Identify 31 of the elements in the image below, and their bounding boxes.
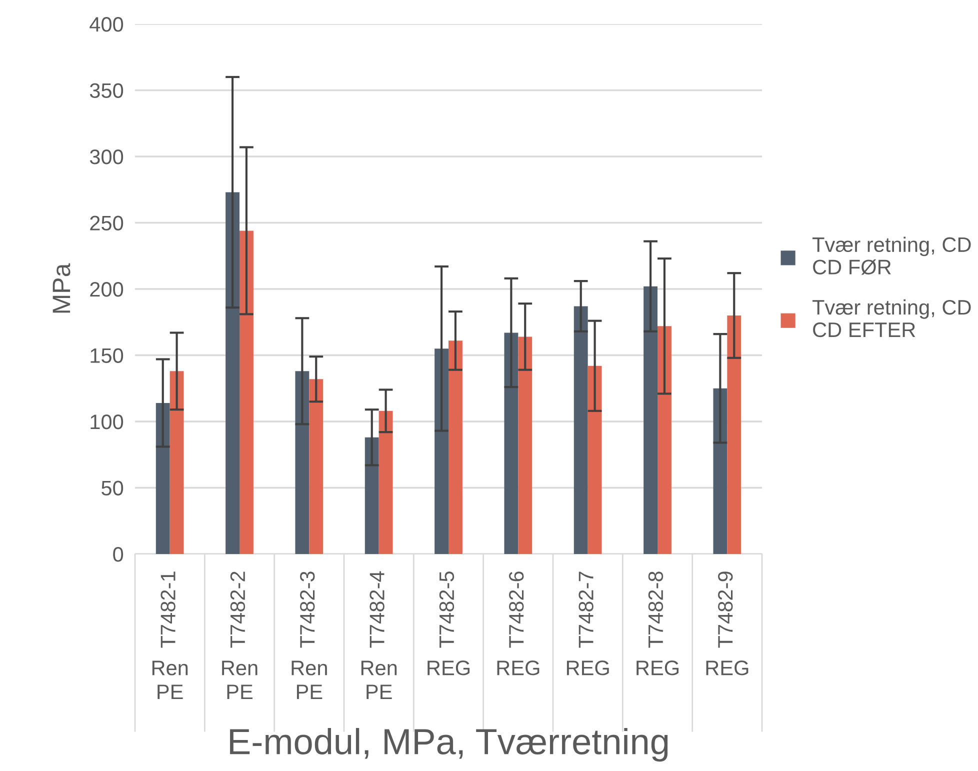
y-tick-label: 50	[102, 480, 124, 496]
x-tick-label: T7482-7	[578, 572, 594, 648]
text: Ren PE	[292, 660, 327, 700]
y-tick-label: 300	[90, 150, 124, 164]
x-tick-label: T7482-1	[160, 572, 176, 648]
text: REG	[428, 660, 470, 676]
legend-label: Tvær retning, CD CD EFTER	[812, 299, 971, 338]
text: Ren PE	[222, 660, 258, 700]
text: Ren PE	[152, 660, 188, 700]
x-tick-label: T7482-9	[718, 572, 733, 648]
text: REG	[636, 660, 679, 676]
y-tick-label: 400	[90, 17, 124, 32]
text: Ren PE	[361, 660, 397, 700]
x-axis-title: E-modul, MPa, Tværretning	[230, 728, 668, 762]
y-tick-label: 350	[90, 83, 124, 98]
x-tick-label: T7482-5	[439, 572, 454, 648]
y-tick-label: 150	[90, 348, 124, 364]
x-tick-label: T7482-6	[509, 572, 524, 648]
x-tick-label: T7482-2	[230, 572, 246, 648]
y-tick-label: 0	[113, 547, 124, 562]
text: REG	[706, 660, 748, 676]
y-tick-label: 200	[90, 282, 124, 297]
x-tick-label: T7482-4	[370, 571, 384, 648]
y-tick-label: 250	[90, 216, 124, 231]
y-axis-title: MPa	[52, 263, 70, 313]
x-tick-label: T7482-8	[648, 572, 664, 648]
text: REG	[566, 660, 609, 676]
y-tick-label: 100	[90, 414, 124, 430]
x-tick-label: T7482-3	[300, 572, 315, 648]
text: REG	[497, 660, 540, 676]
legend-label: Tvær retning, CD CD FØR	[812, 236, 971, 275]
